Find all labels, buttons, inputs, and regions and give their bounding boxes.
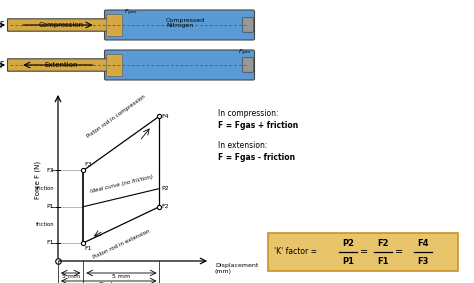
Text: 'K' factor =: 'K' factor = [274,248,317,256]
Text: Compressed
Nitrogen: Compressed Nitrogen [166,18,205,28]
Text: =: = [360,247,368,257]
Text: P2: P2 [162,186,169,191]
Text: F2: F2 [162,204,169,209]
Text: F4: F4 [417,239,429,248]
Text: In compression:: In compression: [218,108,279,117]
Text: friction: friction [36,186,54,191]
Text: F3: F3 [84,162,92,168]
Text: P2: P2 [342,239,354,248]
Text: F1: F1 [377,256,389,265]
Text: Displacement
(mm): Displacement (mm) [215,263,258,274]
Text: Ideal curve (no friction): Ideal curve (no friction) [90,174,153,194]
Bar [106,54,122,76]
Text: F3: F3 [417,256,428,265]
Bar [106,14,122,36]
Text: 5 mm: 5 mm [112,274,130,279]
FancyBboxPatch shape [243,18,254,32]
Text: Piston rod in extension: Piston rod in extension [92,229,151,260]
FancyBboxPatch shape [8,19,111,31]
Text: P1: P1 [46,204,54,209]
FancyBboxPatch shape [243,58,254,72]
Text: $F_{gas}$: $F_{gas}$ [238,48,252,58]
FancyBboxPatch shape [8,59,111,71]
Text: $F_{gas}$: $F_{gas}$ [124,8,137,18]
Text: F = Fgas - friction: F = Fgas - friction [218,153,295,162]
Text: friction: friction [36,222,54,227]
Text: F2: F2 [377,239,389,248]
Text: F3: F3 [46,168,54,173]
Text: In extension:: In extension: [218,140,267,149]
Text: F1: F1 [84,246,92,251]
Text: Compression: Compression [39,22,84,28]
Text: F = Fgas + friction: F = Fgas + friction [218,121,298,130]
Text: Force F (N): Force F (N) [35,160,41,199]
FancyBboxPatch shape [104,50,255,80]
FancyBboxPatch shape [104,10,255,40]
Text: 5 mm: 5 mm [62,274,80,279]
FancyBboxPatch shape [268,233,458,271]
Text: F: F [0,20,4,29]
Text: Piston rod in compression: Piston rod in compression [86,94,146,139]
Text: P1: P1 [342,256,354,265]
Text: F4: F4 [162,113,169,119]
Text: Extention: Extention [45,62,78,68]
Text: Stroke: Stroke [99,282,119,283]
Text: F1: F1 [46,240,54,245]
Text: =: = [395,247,403,257]
Text: F: F [0,61,4,70]
